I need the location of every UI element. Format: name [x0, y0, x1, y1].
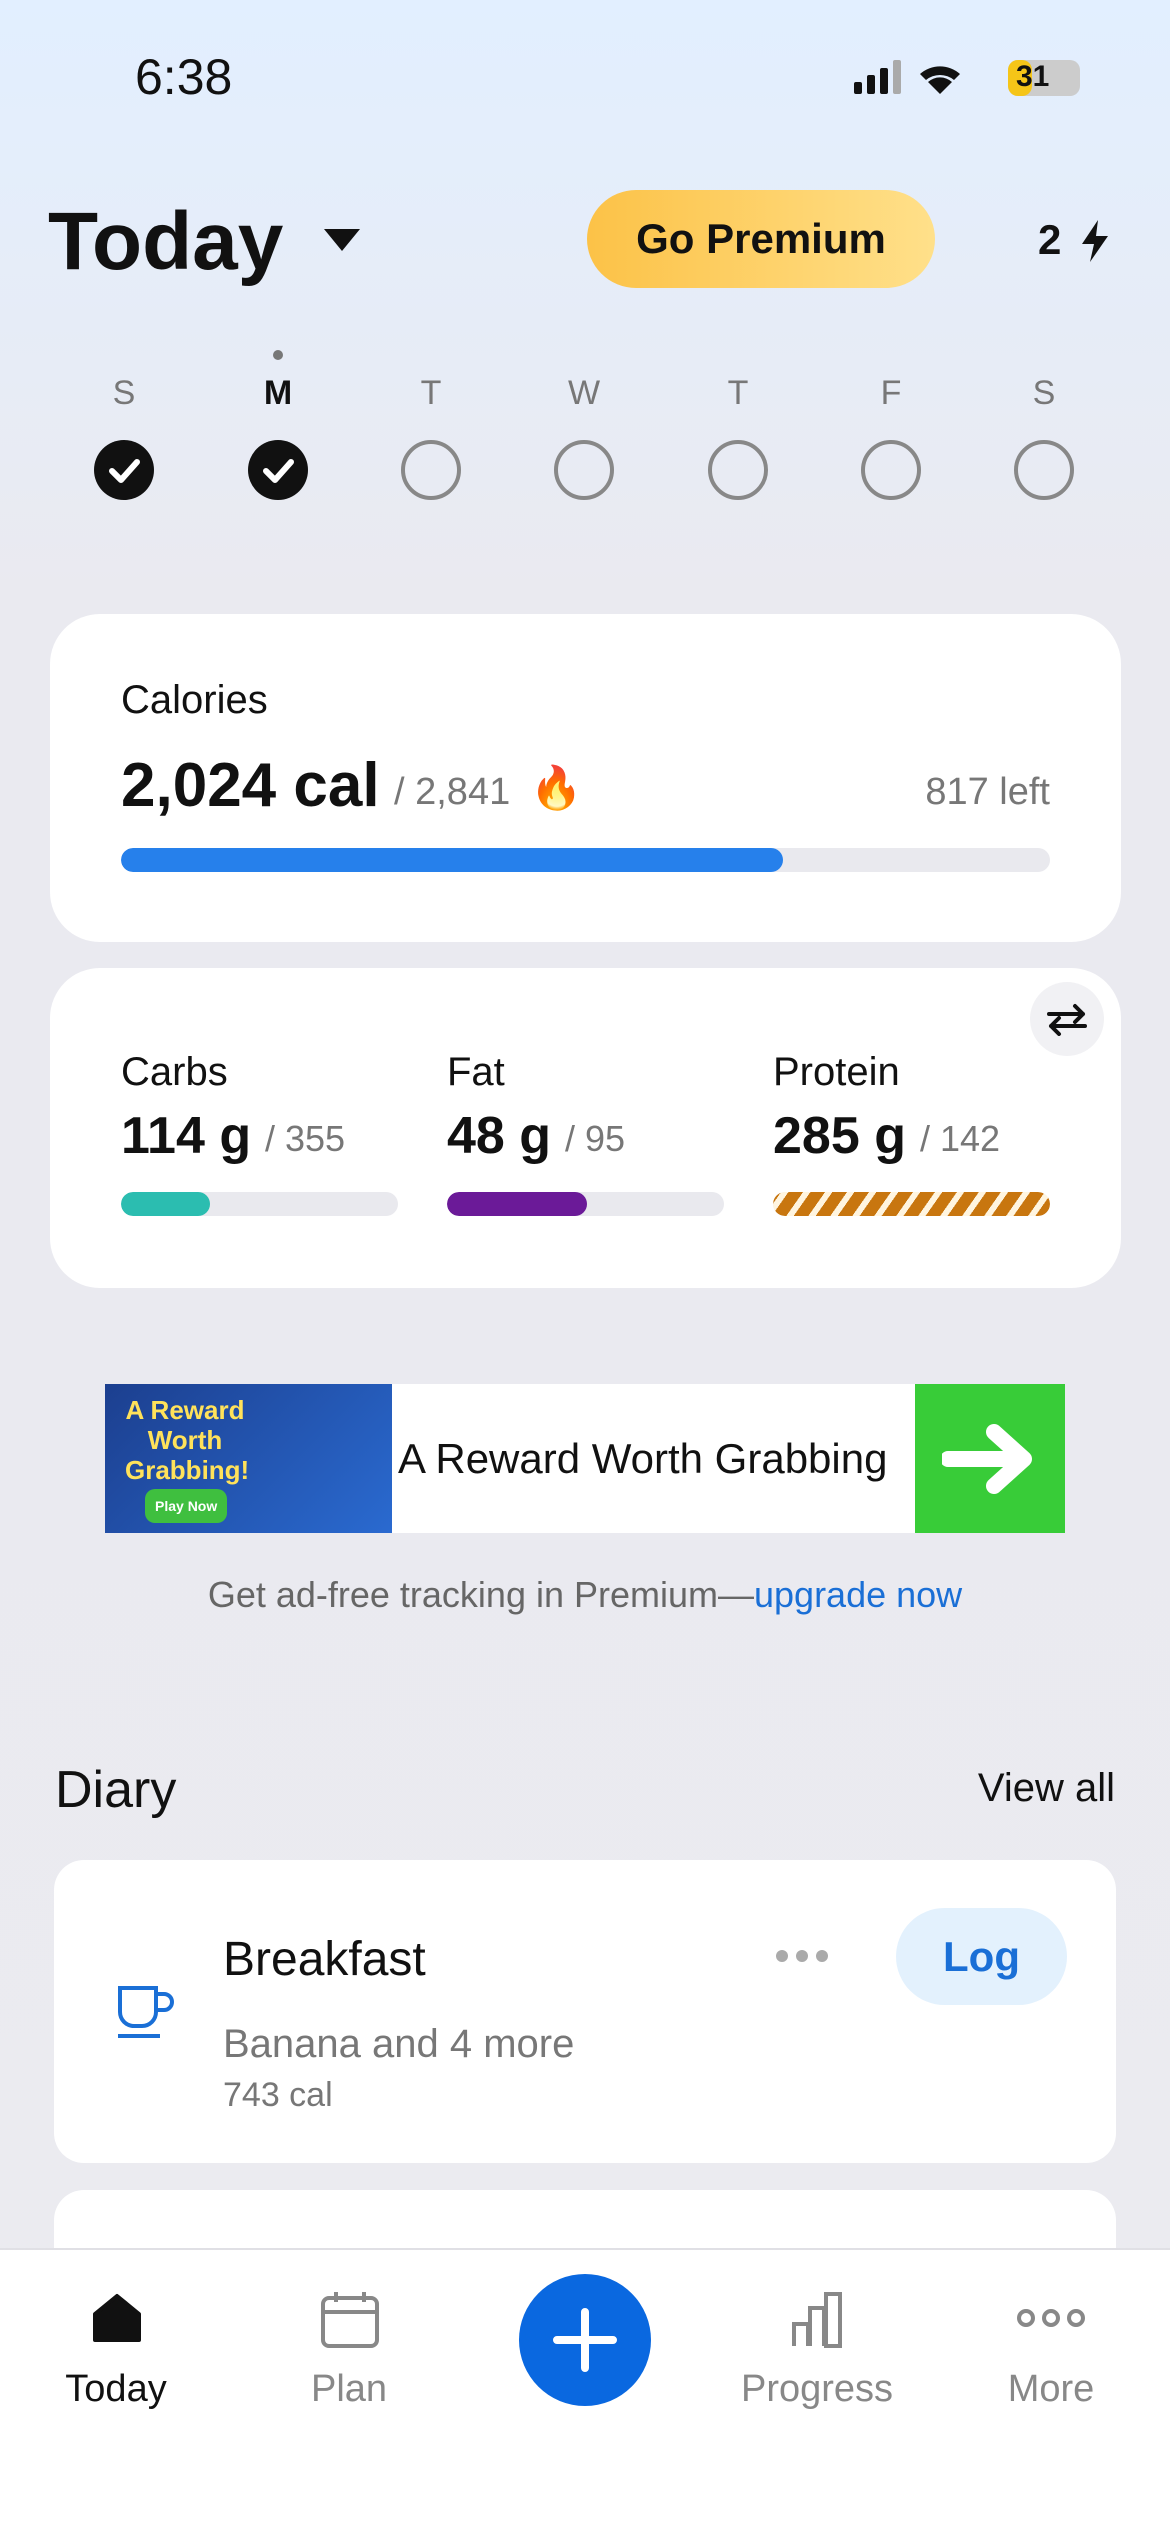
- swap-button[interactable]: [1030, 982, 1104, 1056]
- page-title[interactable]: Today: [48, 196, 284, 287]
- tab-bar: Today Plan Progress More: [0, 2248, 1170, 2532]
- macro-name: Fat: [447, 1050, 505, 1094]
- macro-goal: / 355: [265, 1118, 346, 1159]
- macro-consumed: 48 g: [447, 1107, 552, 1165]
- ad-image-button: Play Now: [145, 1488, 228, 1523]
- meal-card[interactable]: Breakfast Banana and 4 more 743 cal Log: [54, 1860, 1116, 2163]
- calories-consumed: 2,024 cal: [121, 751, 380, 820]
- ad-text: A Reward Worth Grabbing: [398, 1434, 888, 1482]
- meal-name: Breakfast: [223, 1933, 426, 1986]
- macro-progress: [121, 1192, 210, 1216]
- check-icon: [263, 459, 294, 483]
- status-time: 6:38: [135, 49, 233, 105]
- tab-label[interactable]: Today: [65, 2368, 167, 2410]
- macro-consumed: 285 g: [773, 1107, 906, 1165]
- calories-card[interactable]: Calories 2,024 cal / 2,841 🔥 817 left: [50, 614, 1121, 942]
- tab-label[interactable]: More: [1007, 2368, 1095, 2410]
- calories-title: Calories: [121, 678, 268, 722]
- macro-name: Protein: [773, 1050, 900, 1094]
- ad-image: A Reward Worth Grabbing! Play Now: [105, 1384, 392, 1533]
- diary-title: Diary: [55, 1761, 177, 1819]
- upsell: Get ad-free tracking in Premium—upgrade …: [0, 1574, 1170, 1616]
- day-status[interactable]: [554, 440, 614, 500]
- streak-icon: [1082, 220, 1108, 262]
- calories-track: [121, 848, 1050, 872]
- upsell-link[interactable]: upgrade now: [754, 1574, 963, 1615]
- day-label: M: [263, 374, 293, 412]
- meal-icon: [118, 1986, 174, 2038]
- battery-level: 31: [1016, 60, 1050, 93]
- day-status[interactable]: [401, 440, 461, 500]
- swap-icon: [1047, 1004, 1087, 1036]
- day-status[interactable]: [248, 440, 308, 500]
- ad-cta[interactable]: [915, 1384, 1065, 1533]
- day-label: F: [880, 374, 902, 412]
- day-label: W: [567, 374, 601, 412]
- log-button[interactable]: Log: [896, 1908, 1067, 2005]
- dropdown-arrow[interactable]: [322, 225, 362, 255]
- day-label: T: [420, 374, 442, 412]
- day-label: S: [112, 374, 136, 412]
- tab-icon-plan: [321, 2292, 379, 2348]
- day-label: T: [727, 374, 749, 412]
- today-dot: [273, 350, 283, 360]
- calories-left: 817 left: [925, 771, 1050, 813]
- add-button[interactable]: [519, 2274, 651, 2406]
- ad-arrow: [942, 1423, 1032, 1494]
- streak-count[interactable]: 2: [1038, 216, 1062, 263]
- meal-calories: 743 cal: [223, 2076, 333, 2114]
- macro-track: [121, 1192, 398, 1216]
- macro-consumed: 114 g: [121, 1107, 252, 1165]
- view-all[interactable]: View all: [977, 1766, 1115, 1810]
- macro-goal: / 142: [920, 1118, 1001, 1159]
- day-status[interactable]: [94, 440, 154, 500]
- macro-name: Carbs: [121, 1050, 228, 1094]
- ad-image-title: A Reward Worth Grabbing!: [125, 1394, 250, 1485]
- tab-icon-more: [1017, 2309, 1085, 2327]
- macro-track: [447, 1192, 724, 1216]
- macro-track: [773, 1192, 1050, 1216]
- add-icon: [553, 2308, 617, 2372]
- day-label: S: [1032, 374, 1056, 412]
- macro-progress: [773, 1192, 1050, 1216]
- meal-summary: Banana and 4 more: [223, 2022, 575, 2066]
- tab-label[interactable]: Plan: [310, 2368, 388, 2410]
- day-status[interactable]: [1014, 440, 1074, 500]
- status-icons: [854, 60, 1080, 96]
- check-icon: [109, 459, 140, 483]
- upsell-text: Get ad-free tracking in Premium—: [207, 1574, 754, 1615]
- tab-label[interactable]: Progress: [740, 2368, 894, 2410]
- calories-progress: [121, 848, 783, 872]
- meal-menu[interactable]: [774, 1948, 830, 1964]
- day-status[interactable]: [708, 440, 768, 500]
- macros-card[interactable]: Carbs 114 g / 355 Fat 48 g / 95 Protein 285 g / …: [50, 968, 1121, 1288]
- macro-progress: [447, 1192, 587, 1216]
- calories-goal: / 2,841: [394, 771, 511, 813]
- premium-button[interactable]: Go Premium: [587, 190, 935, 288]
- tab-icon-progress: [792, 2292, 842, 2348]
- macro-goal: / 95: [565, 1118, 626, 1159]
- fire-icon: 🔥: [530, 764, 583, 811]
- tab-icon-today: [93, 2294, 141, 2342]
- ad-banner[interactable]: A Reward Worth Grabbing! Play Now A Rewa…: [105, 1384, 1065, 1533]
- day-status[interactable]: [861, 440, 921, 500]
